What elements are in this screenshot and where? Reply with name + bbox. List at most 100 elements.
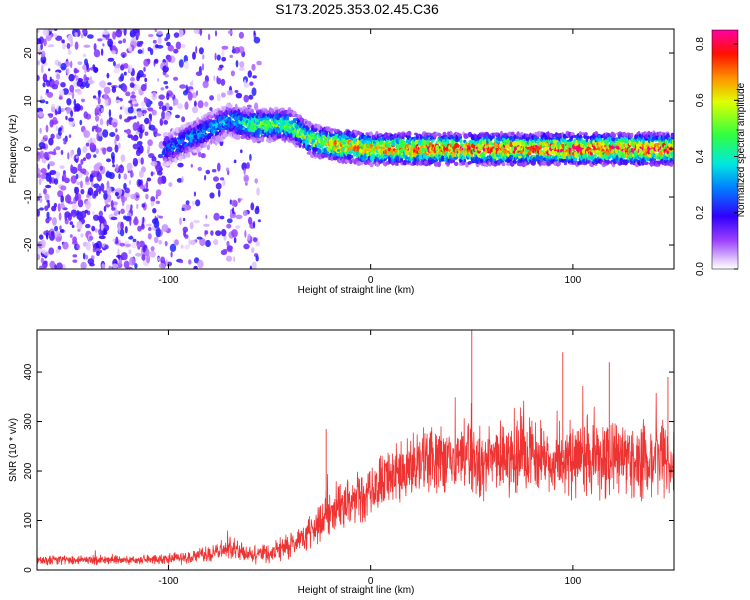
noise-cell: [118, 257, 122, 266]
snr-y-label: SNR (10 * v/v): [8, 418, 19, 482]
noise-cell: [89, 235, 94, 241]
noise-cell: [126, 128, 131, 135]
ridge-cell: [240, 107, 243, 113]
snr-y-tick-label: 400: [23, 363, 34, 380]
noise-cell: [59, 89, 65, 96]
noise-cell: [168, 182, 173, 188]
ridge-cell: [406, 130, 412, 137]
noise-cell: [103, 205, 107, 212]
noise-cell: [226, 240, 230, 247]
noise-cell: [156, 170, 163, 176]
noise-cell: [40, 95, 43, 102]
noise-cell: [136, 41, 141, 47]
noise-cell: [45, 184, 52, 189]
noise-cell: [251, 247, 255, 253]
ridge-cell: [476, 157, 480, 161]
noise-cell: [184, 234, 189, 239]
ridge-cell: [451, 151, 456, 158]
noise-cell: [93, 43, 97, 51]
noise-cell: [216, 54, 221, 61]
noise-cell: [123, 29, 127, 36]
ridge-cell: [413, 136, 416, 142]
noise-cell: [234, 90, 239, 93]
noise-cell: [72, 259, 78, 263]
noise-cell: [120, 73, 125, 82]
noise-cell: [233, 256, 236, 263]
noise-cell: [112, 121, 118, 128]
noise-cell: [99, 118, 104, 126]
noise-cell: [257, 219, 261, 223]
noise-cell: [217, 189, 221, 198]
noise-cell: [106, 72, 110, 79]
ridge-cell: [210, 138, 213, 145]
noise-cell: [65, 115, 68, 121]
noise-cell: [148, 124, 156, 131]
noise-cell: [191, 92, 198, 99]
noise-cell: [167, 55, 172, 63]
noise-cell: [141, 203, 146, 208]
noise-cell: [43, 73, 48, 81]
noise-cell: [77, 163, 82, 172]
noise-cell: [70, 38, 73, 48]
ridge-cell: [180, 138, 185, 142]
noise-cell: [132, 143, 139, 150]
noise-cell: [53, 178, 59, 185]
noise-cell: [256, 60, 262, 66]
noise-cell: [74, 69, 80, 73]
spectrogram-y-tick-label: -20: [23, 237, 34, 252]
noise-cell: [196, 90, 198, 96]
ridge-cell: [342, 146, 345, 152]
ridge-cell: [174, 158, 178, 164]
noise-cell: [254, 207, 260, 215]
noise-cell: [114, 144, 119, 153]
noise-cell: [232, 46, 235, 50]
noise-cell: [191, 200, 196, 206]
noise-cell: [75, 174, 79, 179]
noise-cell: [89, 142, 95, 150]
ridge-cell: [518, 162, 523, 167]
ridge-cell: [228, 104, 233, 109]
noise-cell: [246, 104, 252, 108]
noise-cell: [157, 35, 162, 45]
noise-cell: [128, 249, 132, 255]
noise-cell: [164, 240, 168, 247]
ridge-cell: [570, 132, 575, 137]
noise-cell: [69, 234, 73, 238]
noise-cell: [130, 94, 137, 99]
noise-cell: [226, 245, 233, 251]
noise-cell: [173, 48, 179, 54]
ridge-cell: [606, 160, 611, 165]
noise-cell: [217, 67, 223, 71]
noise-cell: [76, 181, 81, 186]
noise-cell: [157, 153, 164, 159]
noise-cell: [150, 100, 153, 105]
noise-cell: [243, 174, 249, 183]
noise-cell: [100, 48, 104, 56]
ridge-cell: [586, 135, 590, 140]
noise-cell: [104, 244, 109, 250]
noise-cell: [205, 239, 211, 248]
noise-cell: [62, 173, 67, 181]
noise-cell: [92, 95, 97, 99]
noise-cell: [80, 33, 84, 39]
noise-cell: [195, 71, 203, 76]
noise-cell: [137, 141, 143, 146]
noise-cell: [161, 110, 166, 120]
noise-cell: [56, 262, 63, 269]
noise-cell: [60, 82, 66, 88]
ridge-cell: [630, 132, 634, 137]
noise-cell: [249, 153, 252, 161]
noise-cell: [50, 231, 55, 237]
noise-cell: [131, 172, 134, 177]
ridge-cell: [584, 132, 588, 136]
noise-cell: [92, 247, 96, 253]
noise-cell: [123, 63, 129, 69]
noise-cell: [104, 224, 110, 232]
noise-cell: [38, 111, 44, 118]
noise-cell: [73, 98, 77, 106]
noise-cell: [121, 196, 126, 203]
ridge-cell: [609, 145, 612, 149]
noise-cell: [160, 87, 165, 91]
noise-cell: [67, 49, 72, 56]
ridge-cell: [163, 132, 168, 136]
